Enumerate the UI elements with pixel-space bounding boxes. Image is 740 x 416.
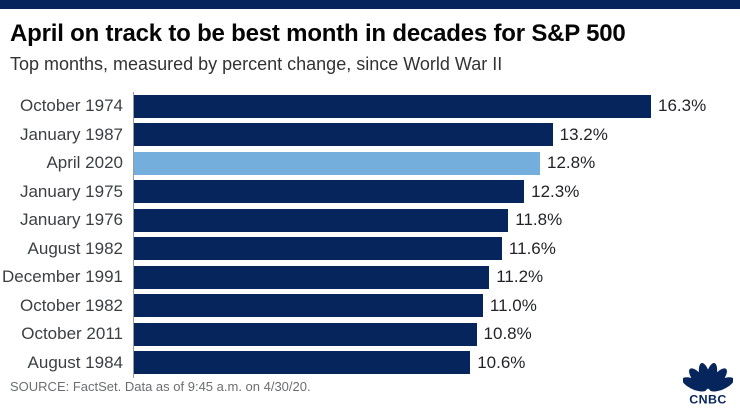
bar-track: 11.2% [134, 265, 740, 289]
chart-row: October 1982 11.0% [0, 292, 740, 321]
chart-row: October 2011 10.8% [0, 320, 740, 349]
bar-track: 11.0% [134, 294, 740, 318]
chart-row: August 1984 10.6% [0, 349, 740, 378]
bar-chart: October 1974 16.3% January 1987 13.2% Ap… [0, 92, 740, 378]
bar-track: 10.6% [134, 351, 740, 375]
chart-row: January 1987 13.2% [0, 121, 740, 150]
category-label: January 1975 [19, 181, 123, 201]
bar-track: 12.8% [134, 151, 740, 175]
bar-track: 10.8% [134, 322, 740, 346]
bar-track: 11.8% [134, 208, 740, 232]
value-label: 11.2% [496, 267, 544, 287]
category-label: April 2020 [46, 153, 123, 173]
value-label: 11.6% [508, 238, 556, 258]
chart-row: December 1991 11.2% [0, 263, 740, 292]
bar [134, 351, 471, 375]
category-label: January 1976 [19, 210, 123, 230]
category-label: October 2011 [21, 324, 123, 344]
svg-text:CNBC: CNBC [689, 393, 727, 407]
bar-track: 13.2% [134, 123, 740, 147]
bar-rows: October 1974 16.3% January 1987 13.2% Ap… [0, 92, 740, 377]
bar [134, 151, 540, 175]
bar-track: 12.3% [134, 180, 740, 204]
top-accent-bar [0, 0, 740, 9]
source-note: SOURCE: FactSet. Data as of 9:45 a.m. on… [10, 379, 311, 394]
category-label: October 1982 [19, 295, 123, 315]
value-label: 11.8% [515, 210, 563, 230]
category-label: January 1987 [19, 124, 123, 144]
category-label: August 1982 [27, 238, 123, 258]
bar [134, 208, 509, 232]
value-label: 12.3% [531, 181, 580, 201]
bar [134, 94, 651, 118]
bar [134, 123, 553, 147]
category-label: October 1974 [19, 96, 123, 116]
bar-track: 16.3% [134, 94, 740, 118]
cnbc-logo: CNBC [683, 359, 733, 407]
chart-title: April on track to be best month in decad… [10, 20, 626, 47]
bar [134, 294, 483, 318]
category-label: August 1984 [27, 352, 123, 372]
category-label: December 1991 [2, 267, 123, 287]
chart-row: August 1982 11.6% [0, 235, 740, 264]
value-label: 10.8% [483, 324, 532, 344]
chart-subtitle: Top months, measured by percent change, … [10, 54, 503, 74]
chart-row: October 1974 16.3% [0, 92, 740, 121]
cnbc-peacock-icon: CNBC [683, 359, 733, 407]
value-label: 11.0% [489, 295, 537, 315]
chart-row: April 2020 12.8% [0, 149, 740, 178]
chart-row: January 1976 11.8% [0, 206, 740, 235]
bar [134, 265, 490, 289]
value-label: 13.2% [559, 124, 608, 144]
bar [134, 180, 525, 204]
bar [134, 237, 502, 261]
value-label: 10.6% [477, 352, 526, 372]
value-label: 12.8% [546, 153, 596, 173]
bar-track: 11.6% [134, 237, 740, 261]
chart-row: January 1975 12.3% [0, 178, 740, 207]
bar [134, 322, 477, 346]
y-axis-line [133, 92, 134, 378]
value-label: 16.3% [658, 96, 707, 116]
